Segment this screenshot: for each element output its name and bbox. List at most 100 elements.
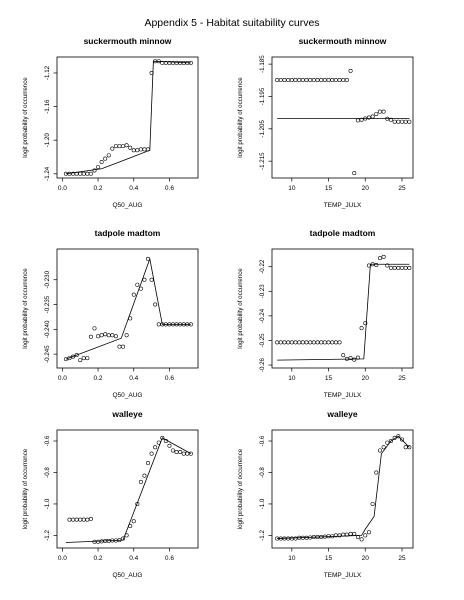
data-point (330, 340, 335, 345)
data-point (146, 147, 151, 152)
plot-frame (271, 56, 414, 179)
x-tick-label: 0.6 (165, 375, 174, 382)
data-point (131, 148, 136, 153)
data-point (304, 77, 309, 82)
plot-frame (271, 248, 414, 369)
data-point (407, 445, 412, 450)
data-point (153, 302, 158, 307)
data-point (124, 143, 129, 148)
data-point (374, 470, 379, 475)
x-tick-label: 0.0 (58, 555, 67, 562)
data-point (81, 517, 86, 522)
data-point (121, 536, 126, 541)
chart-panel-2: suckermouth minnow TEMP_JULX logit probabi… (237, 36, 414, 209)
y-tick-label: -0.25 (259, 333, 266, 348)
plot-frame (271, 429, 414, 549)
data-point (135, 148, 140, 153)
data-point (124, 333, 129, 338)
data-point (392, 265, 397, 270)
data-point (352, 531, 357, 536)
data-point (326, 77, 331, 82)
data-point (366, 115, 371, 120)
chart-title: tadpole madtom (310, 228, 376, 238)
data-point (385, 263, 390, 268)
data-point (96, 539, 101, 544)
x-tick-label: 0.2 (94, 185, 103, 192)
data-point (96, 165, 101, 170)
data-point (322, 340, 327, 345)
y-axis-label: logit probability of occurrence (237, 268, 244, 349)
data-point (388, 265, 393, 270)
data-point (138, 147, 143, 152)
y-tick-label: -0.23 (259, 284, 266, 299)
data-point (355, 118, 360, 123)
data-point (370, 501, 375, 506)
data-point (88, 516, 93, 521)
x-axis-label: Q50_AUG (113, 202, 143, 209)
data-point (403, 265, 408, 270)
data-point (377, 448, 382, 453)
chart-panel-1: suckermouth minnow Q50_AUG logit probabili… (22, 36, 199, 209)
data-point (304, 340, 309, 345)
data-point (297, 340, 302, 345)
x-tick-label: 0.6 (165, 555, 174, 562)
data-point (74, 353, 79, 358)
data-point (128, 316, 133, 321)
y-tick-label: -1.20 (44, 133, 51, 148)
chart-title: suckermouth minnow (84, 36, 172, 46)
x-axis-label: Q50_AUG (113, 572, 143, 579)
y-tick-label: -0.24 (259, 308, 266, 323)
x-tick-label: 0.4 (129, 375, 138, 382)
y-tick-label: -1.2 (44, 530, 51, 541)
data-point (99, 160, 104, 165)
data-point (88, 334, 93, 339)
y-tick-label: -0.26 (259, 357, 266, 372)
data-point (293, 340, 298, 345)
plot-frame (56, 429, 199, 549)
x-axis-label: TEMP_JULX (324, 202, 362, 209)
data-point (363, 116, 368, 121)
data-point (181, 451, 186, 456)
data-point (113, 334, 118, 339)
data-point (396, 119, 401, 124)
data-point (330, 77, 335, 82)
x-tick-label: 25 (398, 185, 406, 192)
data-point (348, 68, 353, 73)
data-point (337, 77, 342, 82)
data-point (352, 171, 357, 176)
fit-line (65, 257, 191, 360)
x-tick-label: 15 (325, 375, 333, 382)
data-point (156, 440, 161, 445)
x-tick-label: 20 (362, 185, 370, 192)
y-axis-label: logit probability of occurrence (22, 448, 29, 529)
data-point (377, 256, 382, 261)
y-axis-label: logit probability of occurrence (237, 448, 244, 529)
data-point (188, 60, 193, 65)
data-point (403, 445, 408, 450)
data-point (293, 536, 298, 541)
data-point (178, 450, 183, 455)
data-point (381, 445, 386, 450)
x-tick-label: 25 (398, 375, 406, 382)
data-point (149, 277, 154, 282)
x-tick-label: 10 (288, 185, 296, 192)
data-point (188, 322, 193, 327)
data-point (106, 333, 111, 338)
data-point (381, 109, 386, 114)
data-point (315, 77, 320, 82)
data-point (289, 340, 294, 345)
data-point (388, 117, 393, 122)
x-tick-label: 15 (325, 185, 333, 192)
data-point (138, 286, 143, 291)
y-tick-label: -0.8 (259, 467, 266, 478)
data-point (171, 448, 176, 453)
data-point (396, 265, 401, 270)
data-point (67, 517, 72, 522)
data-point (359, 117, 364, 122)
data-point (74, 517, 79, 522)
data-point (174, 450, 179, 455)
data-point (275, 340, 280, 345)
page-title: Appendix 5 - Habitat suitability curves (144, 17, 320, 29)
y-tick-label: -1.185 (259, 55, 266, 73)
data-point (355, 355, 360, 360)
